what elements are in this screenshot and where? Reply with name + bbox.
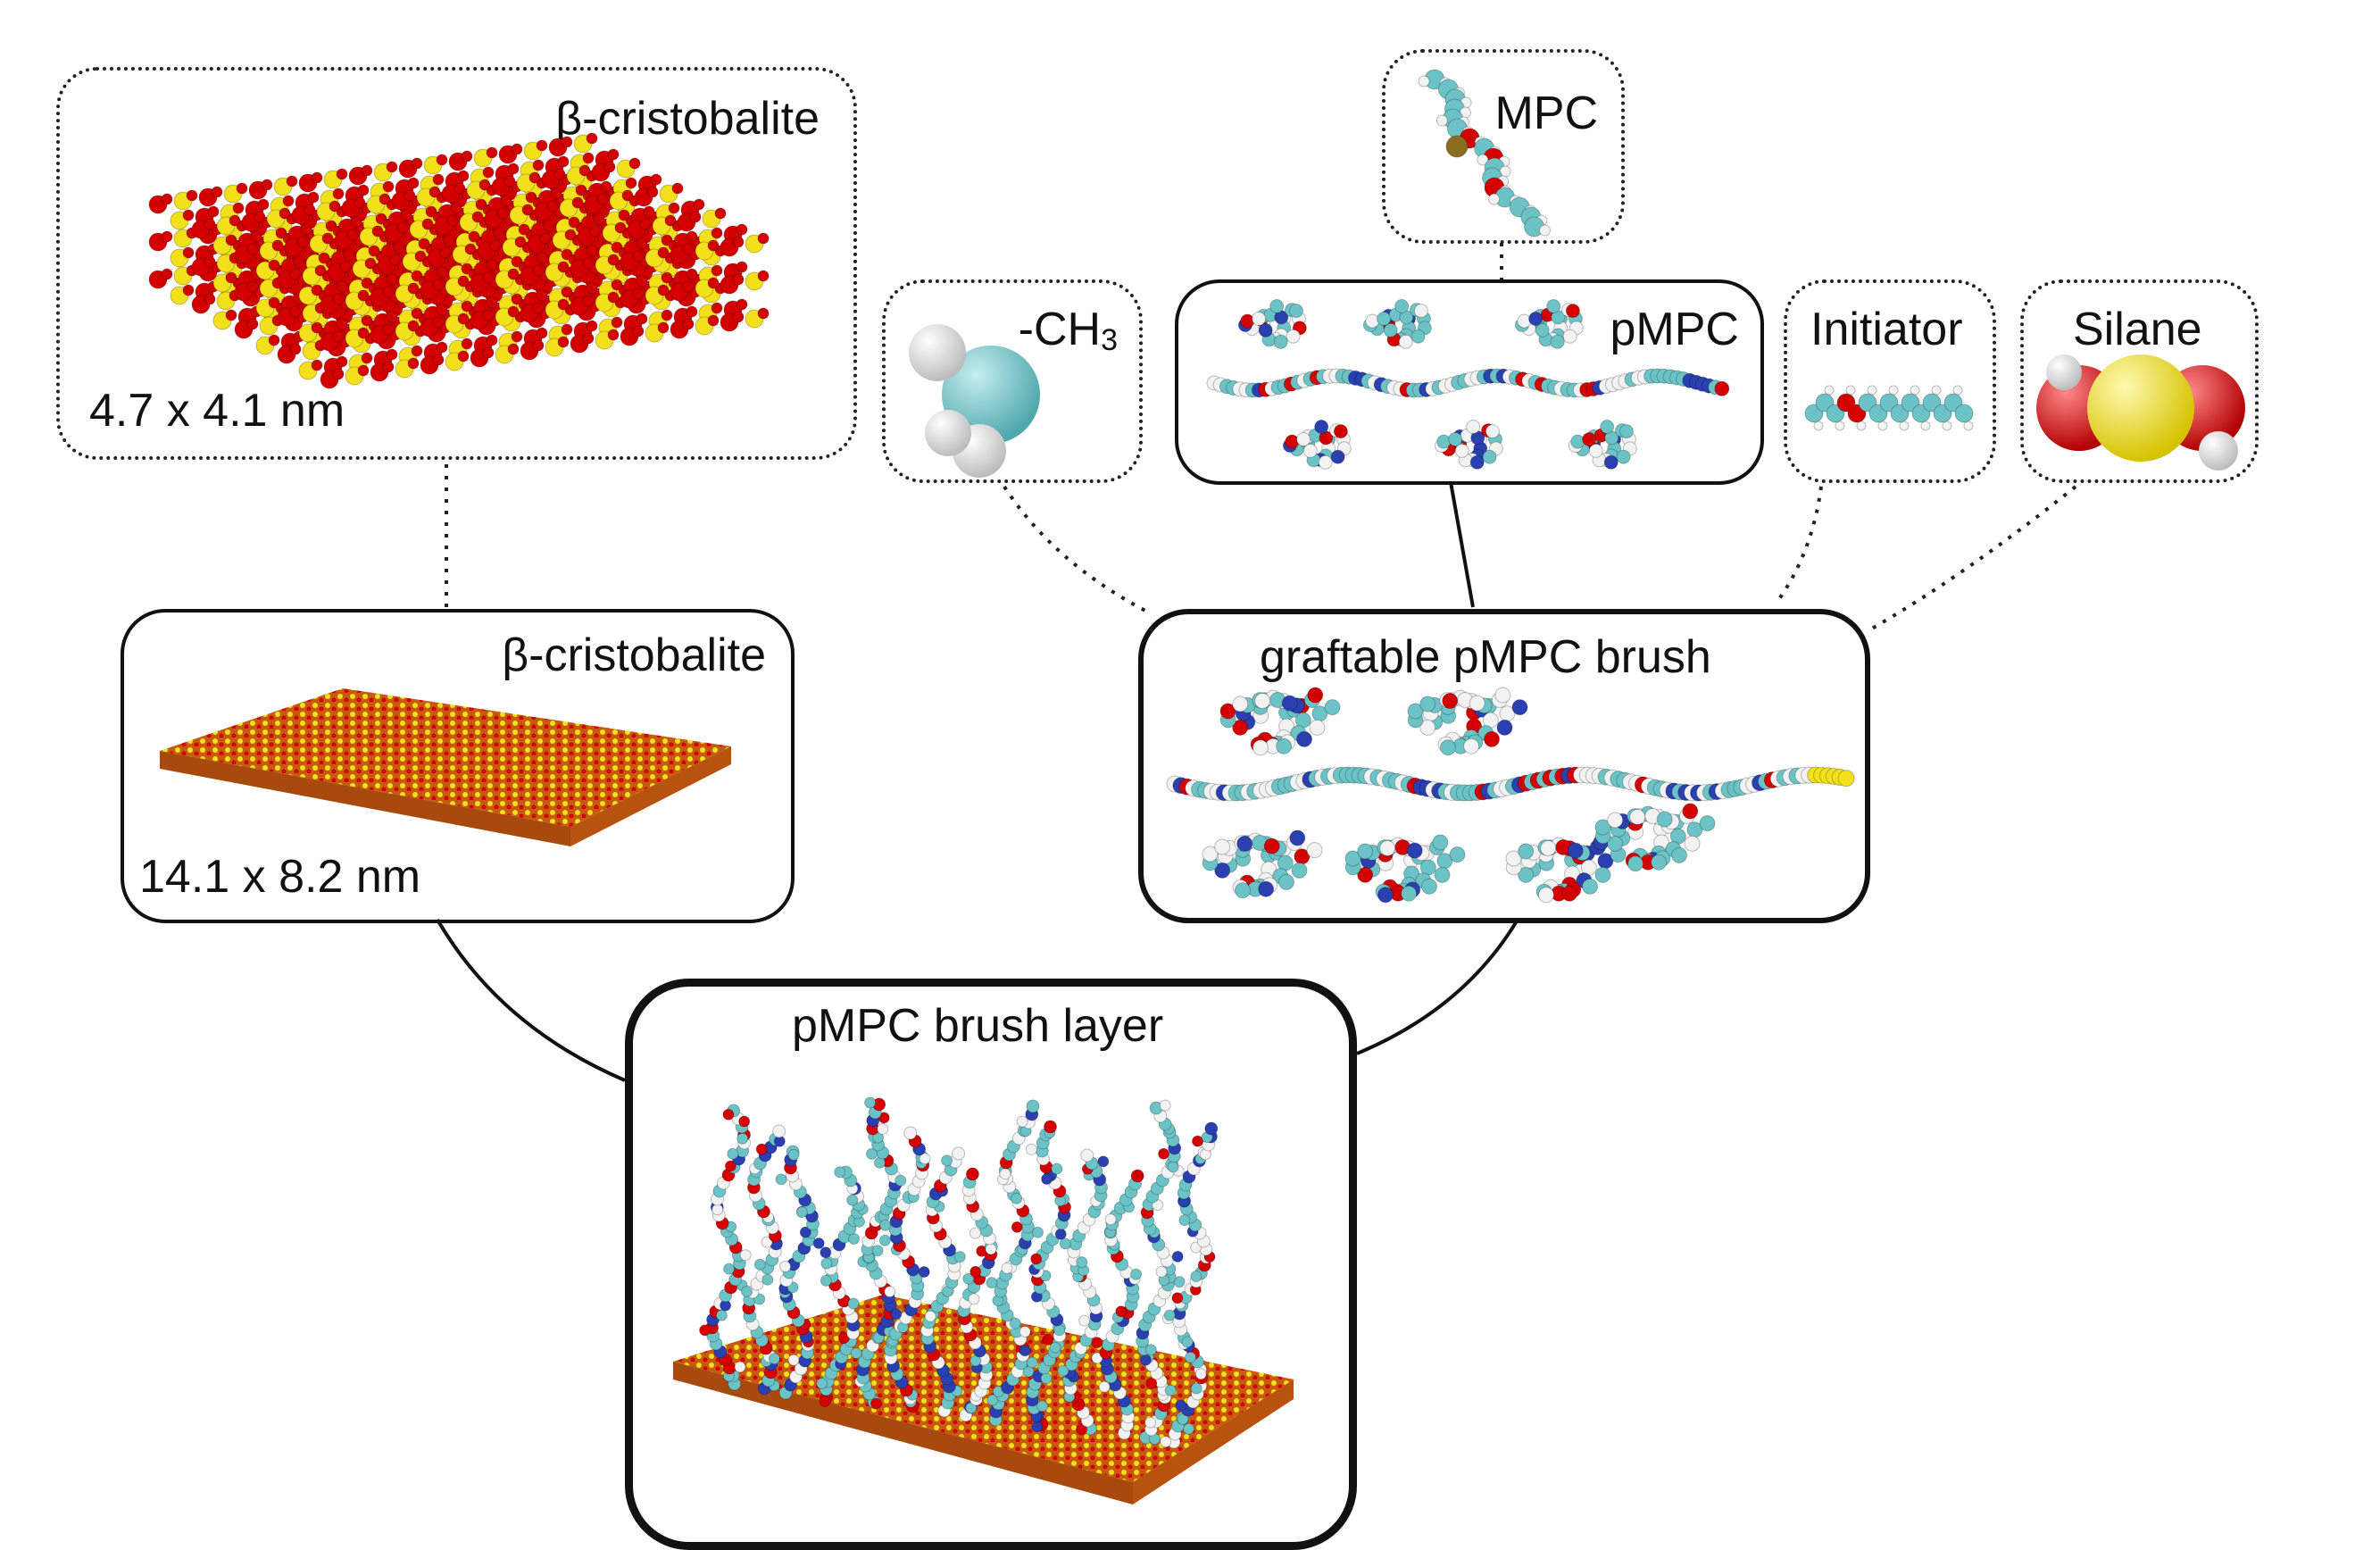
graftable-brush-title: graftable pMPC brush	[1260, 631, 1711, 683]
cristobalite-slab-box: β-cristobalite 14.1 x 8.2 nm	[121, 609, 795, 923]
ch3-title-subscript: 3	[1101, 323, 1118, 357]
ch3-title-main: -CH	[1018, 304, 1102, 355]
pmpc-box: pMPC	[1175, 279, 1764, 485]
connector-slab-to-brushlayer	[436, 918, 626, 1082]
cristobalite-slab-title: β-cristobalite	[502, 629, 766, 681]
connector-initiator-to-graftable	[1775, 486, 1823, 604]
silane-box: Silane	[2020, 279, 2259, 483]
connector-pmpc-to-graftable	[1449, 481, 1475, 608]
brush-layer-title: pMPC brush layer	[792, 1000, 1164, 1052]
connector-graftable-to-brushlayer	[1356, 918, 1519, 1055]
methyl-molecule-image	[909, 324, 1040, 478]
connector-silane-to-graftable	[1869, 485, 2077, 631]
silane-title: Silane	[2073, 304, 2202, 355]
graftable-brush-image	[1166, 687, 1855, 904]
initiator-title: Initiator	[1810, 304, 1963, 355]
cristobalite-slab-size: 14.1 x 8.2 nm	[139, 851, 421, 903]
cristobalite-unit-title: β-cristobalite	[555, 93, 820, 145]
connector-ch3-to-graftable	[1003, 485, 1148, 613]
brush-layer-box: pMPC brush layer	[625, 979, 1357, 1550]
mpc-molecule-image	[1418, 69, 1551, 238]
graftable-brush-box: graftable pMPC brush	[1138, 609, 1870, 923]
initiator-box: Initiator	[1784, 279, 1996, 483]
initiator-molecule-image	[1804, 385, 1974, 431]
cristobalite-unit-image	[148, 132, 770, 389]
mpc-title: MPC	[1494, 88, 1598, 139]
cristobalite-unit-box: β-cristobalite 4.7 x 4.1 nm	[56, 67, 857, 460]
brush-layer-image	[673, 1096, 1294, 1504]
pmpc-title: pMPC	[1610, 304, 1739, 355]
cristobalite-unit-size: 4.7 x 4.1 nm	[89, 385, 345, 437]
silane-molecule-image	[2036, 354, 2245, 471]
ch3-box: -CH3	[882, 279, 1143, 483]
pmpc-polymer-image	[1206, 299, 1730, 470]
cristobalite-slab-image	[160, 688, 731, 846]
ch3-title: -CH3	[1018, 304, 1118, 355]
mpc-box: MPC	[1382, 49, 1625, 244]
